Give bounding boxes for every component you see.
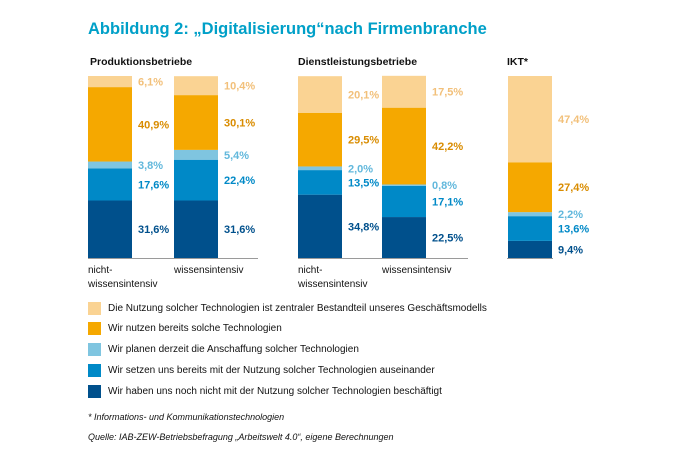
bar-segment <box>508 240 552 258</box>
bar-segment <box>382 107 426 185</box>
legend-label: Die Nutzung solcher Technologien ist zen… <box>108 303 487 314</box>
stacked-bar-chart: 31,6% 17,6% 3,8% 40,9% 6,1% 31,6% 22,4% 5,4% 30,… <box>88 75 589 258</box>
bar-segment <box>88 161 132 169</box>
baseline-produktion <box>88 258 258 259</box>
data-label: 17,1% <box>432 196 463 208</box>
bar-segment <box>508 216 552 241</box>
data-label: 13,6% <box>558 224 589 236</box>
bar-segment <box>174 95 218 150</box>
data-label: 0,8% <box>432 180 457 192</box>
bar-segment <box>174 159 218 201</box>
source-note: Quelle: IAB-ZEW-Betriebsbefragung „Arbei… <box>88 432 394 442</box>
bar-segment <box>298 166 342 171</box>
data-label: 6,1% <box>138 77 163 89</box>
category-label: nicht-wissensintensiv <box>298 265 368 290</box>
legend-swatch <box>88 322 101 335</box>
legend-swatch <box>88 302 101 315</box>
data-label: 31,6% <box>138 224 169 236</box>
bar-segment <box>298 112 342 167</box>
bar-segment <box>508 162 552 213</box>
data-label: 47,4% <box>558 114 589 126</box>
footnote: * Informations- und Kommunikationstechno… <box>88 412 285 422</box>
bar-segment <box>174 149 218 160</box>
bar-segment <box>382 75 426 108</box>
data-label: 42,2% <box>432 141 463 153</box>
legend-label: Wir nutzen bereits solche Technologien <box>108 323 282 334</box>
data-label: 5,4% <box>224 150 249 162</box>
data-label: 20,1% <box>348 89 379 101</box>
data-label: 17,6% <box>138 179 169 191</box>
data-label: 2,2% <box>558 209 583 221</box>
data-label: 13,5% <box>348 177 379 189</box>
bar-segment <box>88 87 132 162</box>
legend-swatch <box>88 364 101 377</box>
legend-label: Wir haben uns noch nicht mit der Nutzung… <box>108 386 442 397</box>
bar-segment <box>174 200 218 258</box>
bar-segment <box>508 76 552 163</box>
category-label: nicht-wissensintensiv <box>88 265 158 290</box>
bar-segment <box>382 185 426 218</box>
bar-segment <box>298 76 342 113</box>
group-label-dienstleistung: Dienstleistungsbetriebe <box>298 56 418 68</box>
group-label-produktion: Produktionsbetriebe <box>90 56 193 68</box>
bar-segment <box>382 184 426 186</box>
data-label: 17,5% <box>432 87 463 99</box>
data-label: 3,8% <box>138 160 163 172</box>
baseline-ikt <box>507 258 553 259</box>
data-label: 2,0% <box>348 163 373 175</box>
data-label: 40,9% <box>138 119 169 131</box>
legend-label: Wir planen derzeit die Anschaffung solch… <box>108 344 359 355</box>
category-label: wissensintensiv <box>382 265 452 276</box>
bar-segment <box>298 194 342 258</box>
bar-segment <box>88 200 132 258</box>
bar-segment <box>174 76 218 96</box>
data-label: 30,1% <box>224 118 255 130</box>
data-label: 34,8% <box>348 221 379 233</box>
bar-segment <box>508 212 552 217</box>
data-label: 31,6% <box>224 224 255 236</box>
bar-segment <box>88 76 132 88</box>
chart-title: Abbildung 2: „Digitalisierung“nach Firme… <box>88 20 487 38</box>
legend-swatch <box>88 343 101 356</box>
data-label: 10,4% <box>224 81 255 93</box>
data-label: 29,5% <box>348 135 379 147</box>
data-label: 22,4% <box>224 175 255 187</box>
legend-swatch <box>88 385 101 398</box>
data-label: 27,4% <box>558 182 589 194</box>
data-label: 9,4% <box>558 244 583 256</box>
legend-label: Wir setzen uns bereits mit der Nutzung s… <box>108 365 435 376</box>
data-label: 22,5% <box>432 233 463 245</box>
category-label: wissensintensiv <box>174 265 244 276</box>
bar-segment <box>298 170 342 195</box>
bar-segment <box>382 217 426 258</box>
baseline-dienstleistung <box>298 258 468 259</box>
group-label-ikt: IKT* <box>507 56 528 68</box>
bar-segment <box>88 168 132 201</box>
